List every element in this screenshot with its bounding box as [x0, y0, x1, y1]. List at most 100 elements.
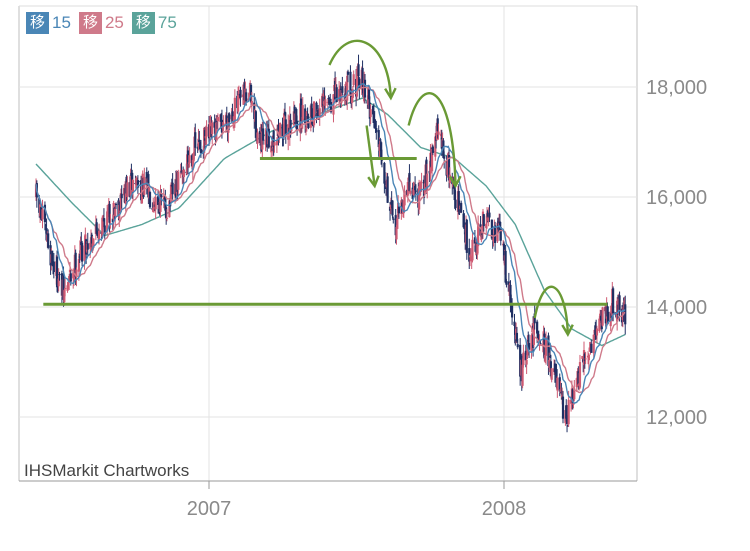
candle-body	[143, 176, 146, 195]
grid	[18, 5, 638, 481]
candle-body	[571, 389, 574, 404]
candle-body	[609, 311, 612, 327]
candle-body	[374, 124, 377, 127]
candle	[482, 213, 485, 232]
down-arrow	[365, 125, 380, 189]
candle	[301, 97, 304, 129]
candle-body	[126, 182, 129, 198]
candle	[559, 381, 562, 394]
candle-body	[57, 278, 60, 287]
candle-body	[418, 186, 421, 210]
x-tick-label: 2008	[482, 498, 527, 520]
candle	[412, 181, 415, 196]
candle-body	[95, 222, 98, 234]
candle-body	[111, 218, 114, 223]
candle	[352, 70, 355, 88]
legend-badge-ma75: 移	[131, 12, 155, 34]
candle-body	[78, 256, 81, 258]
candle-body	[315, 102, 318, 117]
candle	[165, 209, 169, 222]
trend-arrow-head	[448, 175, 462, 189]
trend-arrow-curve	[407, 92, 457, 187]
candle	[601, 306, 604, 327]
candle	[171, 173, 174, 203]
candle-body	[349, 71, 352, 96]
candle-body	[204, 135, 207, 139]
candle-body	[227, 118, 230, 133]
candle-body	[86, 243, 89, 250]
candle-body	[375, 128, 378, 133]
candle-body	[177, 172, 180, 190]
legend-label-ma75: 75	[157, 13, 177, 32]
candle-body	[102, 218, 106, 222]
candle-body	[221, 126, 224, 129]
candle-body	[425, 159, 428, 188]
candle-body	[140, 183, 144, 204]
legend-item-ma25[interactable]: 移 25	[78, 12, 124, 34]
candle-body	[58, 274, 61, 276]
candle	[143, 167, 146, 196]
candle-body	[165, 217, 169, 219]
candle	[358, 76, 361, 100]
candle-body	[248, 92, 251, 95]
candle-body	[312, 101, 316, 126]
candle-body	[148, 192, 152, 208]
candle-body	[435, 122, 439, 140]
candle	[317, 104, 320, 118]
candle	[165, 204, 168, 225]
candle-body	[346, 71, 350, 75]
candle-body	[264, 139, 267, 145]
candle-body	[488, 212, 491, 218]
candle	[363, 73, 367, 104]
candle-body	[516, 344, 519, 348]
candle	[57, 268, 60, 292]
candle	[47, 229, 50, 250]
candle-body	[397, 206, 401, 214]
candle	[304, 125, 308, 136]
legend-item-ma15[interactable]: 移 15	[26, 12, 71, 34]
candle-body	[310, 103, 313, 117]
candle-body	[612, 288, 615, 314]
candle-body	[384, 187, 388, 189]
y-tick-label: 18,000	[646, 77, 707, 99]
candle-body	[406, 182, 409, 196]
candle-body	[156, 196, 160, 205]
candle-body	[565, 415, 569, 424]
candle-body	[558, 377, 561, 392]
candle-body	[480, 231, 483, 241]
candle-body	[81, 242, 84, 262]
candle-body	[293, 106, 296, 120]
candle	[262, 120, 265, 145]
candle-body	[391, 200, 394, 216]
candle-body	[160, 193, 163, 197]
candle-body	[137, 181, 140, 183]
candle-body	[457, 191, 460, 212]
candle-body	[63, 290, 66, 303]
candle-body	[72, 274, 76, 276]
candle-body	[463, 222, 466, 229]
candle	[550, 367, 553, 383]
candle	[516, 338, 519, 350]
candle	[270, 141, 273, 160]
candle	[369, 103, 372, 125]
candle-body	[222, 123, 225, 127]
candle	[231, 103, 234, 123]
candle-body	[533, 313, 536, 324]
candle-body	[494, 225, 497, 243]
candle-body	[561, 396, 565, 419]
legend-item-ma75[interactable]: 移 75	[131, 12, 177, 34]
candle	[307, 113, 310, 130]
candle	[525, 354, 528, 375]
candle	[571, 388, 574, 410]
candle-body	[567, 399, 570, 425]
candle-body	[553, 363, 557, 373]
candle-body	[324, 99, 327, 106]
candle	[561, 390, 565, 424]
candle-body	[249, 84, 253, 103]
candle-body	[420, 182, 423, 184]
candle-body	[129, 175, 132, 196]
candle-body	[45, 228, 48, 241]
candle-body	[413, 190, 416, 192]
candle-body	[583, 353, 586, 361]
